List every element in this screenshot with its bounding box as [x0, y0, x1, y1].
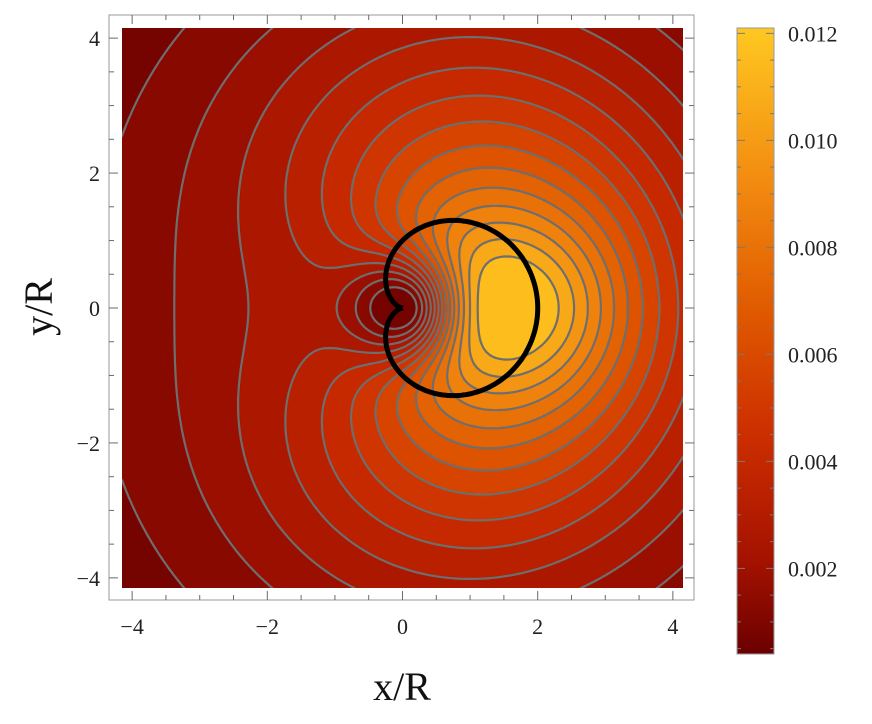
x-tick-label: 2: [532, 614, 543, 639]
colorbar-tick-label: 0.002: [788, 556, 838, 581]
contour-line-2: [173, 28, 683, 588]
colorbar-tick-label: 0.010: [788, 128, 838, 153]
contour-line-12: [458, 221, 589, 395]
colorbar-tick-label: 0.008: [788, 235, 838, 260]
x-axis-title: x/R: [373, 664, 431, 709]
contour-line-9: [414, 166, 629, 450]
colorbar-tick-label: 0.012: [788, 21, 838, 46]
colorbar-tick-label: 0.006: [788, 342, 838, 367]
contour-line-13: [468, 238, 576, 378]
axis-tick-labels: −4 −2 0 2 4 −4 −2 0 2 4: [77, 26, 679, 639]
x-tick-label: −2: [256, 614, 279, 639]
y-tick-label: 0: [89, 296, 100, 321]
contour-line-4: [284, 36, 683, 580]
contour-line-6: [350, 94, 680, 522]
contour-lines: [122, 28, 683, 588]
colorbar-ticks: 0.002 0.004 0.006 0.008 0.010 0.012: [737, 21, 838, 650]
y-axis-title: y/R: [16, 278, 61, 336]
colorbar: [736, 27, 775, 655]
x-tick-label: 0: [397, 614, 408, 639]
contour-line-1: [122, 28, 418, 588]
y-tick-label: −4: [77, 566, 100, 591]
contour-line-3: [237, 28, 683, 588]
y-tick-label: 2: [89, 161, 100, 186]
x-tick-label: 4: [667, 614, 678, 639]
cardioid-curve: [383, 217, 541, 399]
colorbar-tick-label: 0.004: [788, 449, 838, 474]
contour-line-11: [446, 204, 602, 412]
axis-ticks: [109, 15, 694, 600]
x-tick-label: −4: [120, 614, 143, 639]
y-tick-label: −2: [77, 431, 100, 456]
contour-line-7: [374, 120, 661, 496]
y-tick-label: 4: [89, 26, 100, 51]
